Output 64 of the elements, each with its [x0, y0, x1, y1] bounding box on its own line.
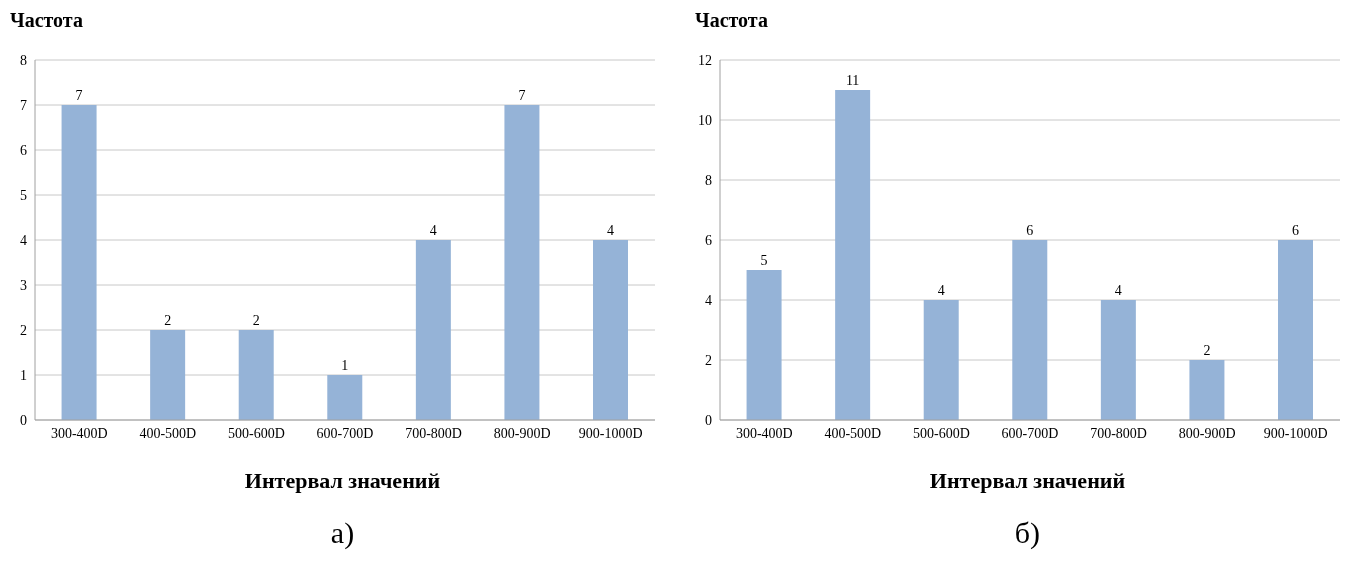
y-tick-label: 5: [20, 187, 27, 203]
bar: [1100, 300, 1136, 420]
y-tick-label: 3: [20, 277, 27, 293]
y-tick-label: 1: [20, 367, 27, 383]
data-label: 6: [1026, 223, 1034, 238]
y-tick-label: 4: [20, 232, 27, 248]
bar: [835, 90, 871, 420]
x-axis-title: Интервал значений: [243, 468, 442, 494]
data-label: 11: [845, 73, 860, 88]
x-tick-label: 700-800D: [405, 425, 462, 441]
x-tick-label: 900-1000D: [578, 425, 643, 441]
bar: [415, 240, 451, 420]
text: б): [1013, 516, 1042, 550]
bar: [746, 270, 782, 420]
y-axis-title: Частота: [9, 8, 84, 33]
y-tick-label: 4: [705, 292, 712, 308]
bar: [504, 105, 540, 420]
x-tick-label: 800-900D: [1178, 425, 1236, 441]
y-tick-label: 6: [705, 232, 712, 248]
y-tick-label: 8: [20, 52, 27, 68]
y-tick-label: 2: [20, 322, 27, 338]
x-tick-label: 400-500D: [824, 425, 882, 441]
x-axis-title: Интервал значений: [928, 468, 1127, 494]
bar: [238, 330, 274, 420]
x-tick-label: 500-600D: [228, 425, 285, 441]
bar: [61, 105, 97, 420]
y-tick-label: 12: [698, 52, 712, 68]
y-tick-label: 0: [705, 412, 712, 428]
data-label: 2: [252, 313, 260, 328]
bar: [923, 300, 959, 420]
bar: [150, 330, 186, 420]
x-tick-label: 300-400D: [735, 425, 793, 441]
x-tick-label: 600-700D: [316, 425, 374, 441]
x-tick-label: 800-900D: [493, 425, 551, 441]
y-tick-label: 2: [705, 352, 712, 368]
y-tick-label: 6: [20, 142, 27, 158]
bar: [593, 240, 628, 420]
x-tick-label: 900-1000D: [1263, 425, 1328, 441]
y-tick-label: 10: [698, 112, 712, 128]
x-tick-label: 300-400D: [50, 425, 108, 441]
data-label: 2: [1203, 343, 1211, 358]
y-tick-label: 0: [20, 412, 27, 428]
bar: [1012, 240, 1048, 420]
bar: [1278, 240, 1313, 420]
x-tick-label: 500-600D: [913, 425, 970, 441]
bar: [1189, 360, 1225, 420]
y-tick-label: 8: [705, 172, 712, 188]
text: а): [329, 516, 356, 550]
y-axis-title: Частота: [694, 8, 769, 33]
bar: [327, 375, 363, 420]
data-label: 7: [518, 88, 526, 103]
x-tick-label: 700-800D: [1090, 425, 1147, 441]
data-label: 5: [760, 253, 768, 268]
x-tick-label: 400-500D: [139, 425, 197, 441]
data-label: 4: [1114, 283, 1122, 298]
data-label: 4: [937, 283, 945, 298]
data-label: 2: [164, 313, 172, 328]
data-label: 7: [75, 88, 83, 103]
data-label: 6: [1292, 223, 1299, 238]
data-label: 1: [341, 358, 349, 373]
y-tick-label: 7: [20, 97, 27, 113]
data-label: 4: [607, 223, 614, 238]
x-tick-label: 600-700D: [1001, 425, 1059, 441]
data-label: 4: [429, 223, 437, 238]
